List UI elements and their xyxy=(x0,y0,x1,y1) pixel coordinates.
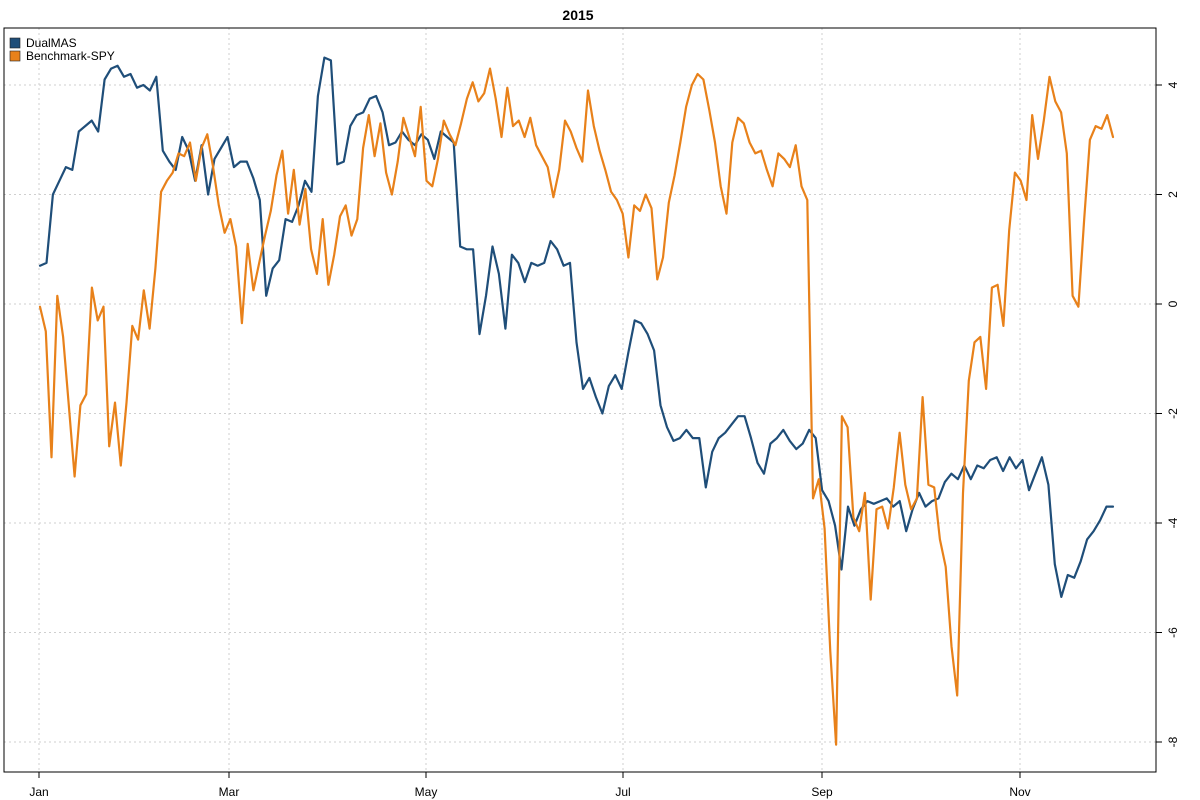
y-tick-label: 0 xyxy=(1166,300,1180,307)
legend-swatch xyxy=(9,50,21,62)
legend-swatch xyxy=(9,37,21,49)
x-tick-label: Jan xyxy=(29,785,48,799)
legend-label: Benchmark-SPY xyxy=(26,49,115,63)
plot-frame xyxy=(3,27,1157,773)
chart-title: 2015 xyxy=(562,7,593,23)
y-axis: 4 2 0 -2 -4 -6 -8 xyxy=(1156,81,1180,747)
y-tick-label: -8 xyxy=(1166,736,1180,747)
x-tick-label: Nov xyxy=(1009,785,1030,799)
x-tick-label: Jul xyxy=(615,785,630,799)
x-tick-label: May xyxy=(415,785,438,799)
y-tick-label: -2 xyxy=(1166,408,1180,419)
y-tick-label: -6 xyxy=(1166,627,1180,638)
x-tick-label: Sep xyxy=(811,785,833,799)
y-tick-label: -4 xyxy=(1166,517,1180,528)
legend-label: DualMAS xyxy=(26,36,77,50)
series-line-dualmas xyxy=(38,56,1115,599)
x-tick-label: Mar xyxy=(219,785,240,799)
y-tick-label: 2 xyxy=(1166,191,1180,198)
series-line-benchmark-spy xyxy=(38,67,1115,746)
x-axis: Jan Mar May Jul Sep Nov xyxy=(29,772,1031,799)
grid xyxy=(4,28,1156,772)
series-lines xyxy=(38,56,1115,746)
y-tick-label: 4 xyxy=(1166,81,1180,88)
